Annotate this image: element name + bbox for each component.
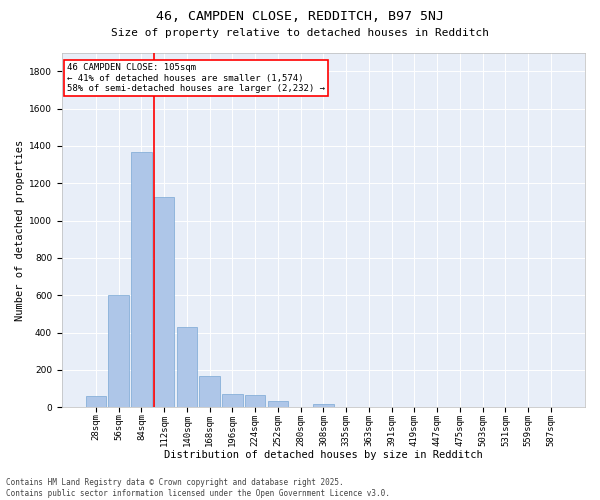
Bar <box>268 401 288 407</box>
X-axis label: Distribution of detached houses by size in Redditch: Distribution of detached houses by size … <box>164 450 483 460</box>
Bar <box>199 376 220 408</box>
Bar <box>313 404 334 407</box>
Y-axis label: Number of detached properties: Number of detached properties <box>15 140 25 320</box>
Bar <box>109 296 129 408</box>
Bar <box>222 394 242 407</box>
Bar <box>86 396 106 407</box>
Bar <box>245 395 265 407</box>
Text: 46 CAMPDEN CLOSE: 105sqm
← 41% of detached houses are smaller (1,574)
58% of sem: 46 CAMPDEN CLOSE: 105sqm ← 41% of detach… <box>67 63 325 93</box>
Bar <box>176 327 197 407</box>
Bar <box>154 197 175 408</box>
Text: 46, CAMPDEN CLOSE, REDDITCH, B97 5NJ: 46, CAMPDEN CLOSE, REDDITCH, B97 5NJ <box>156 10 444 23</box>
Text: Contains HM Land Registry data © Crown copyright and database right 2025.
Contai: Contains HM Land Registry data © Crown c… <box>6 478 390 498</box>
Text: Size of property relative to detached houses in Redditch: Size of property relative to detached ho… <box>111 28 489 38</box>
Bar <box>131 152 152 408</box>
